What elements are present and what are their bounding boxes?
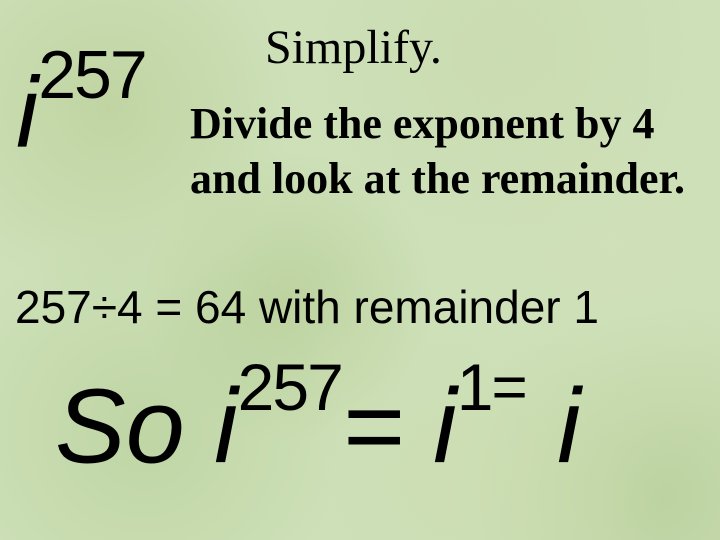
title: Simplify. xyxy=(265,20,442,75)
result-base2: i xyxy=(433,367,457,485)
result-exp1: 257 xyxy=(238,350,342,424)
result-eq2: = xyxy=(491,353,527,422)
result-exp2: 1 xyxy=(457,350,492,424)
result-eq1: = xyxy=(342,367,433,485)
result-base3: i xyxy=(557,367,581,485)
instruction-line1: Divide the exponent by 4 xyxy=(190,98,654,149)
calculation-line: 257÷4 = 64 with remainder 1 xyxy=(15,280,599,334)
result-space xyxy=(528,367,557,485)
result-base1: i xyxy=(214,367,238,485)
expr-exponent: 257 xyxy=(38,37,145,113)
result-line: So i257= i1= i xyxy=(55,370,581,479)
result-so: So xyxy=(55,367,214,485)
expr-base: i xyxy=(16,56,38,168)
main-expression: i257 xyxy=(16,55,146,162)
instruction-line2: and look at the remainder. xyxy=(190,153,685,204)
